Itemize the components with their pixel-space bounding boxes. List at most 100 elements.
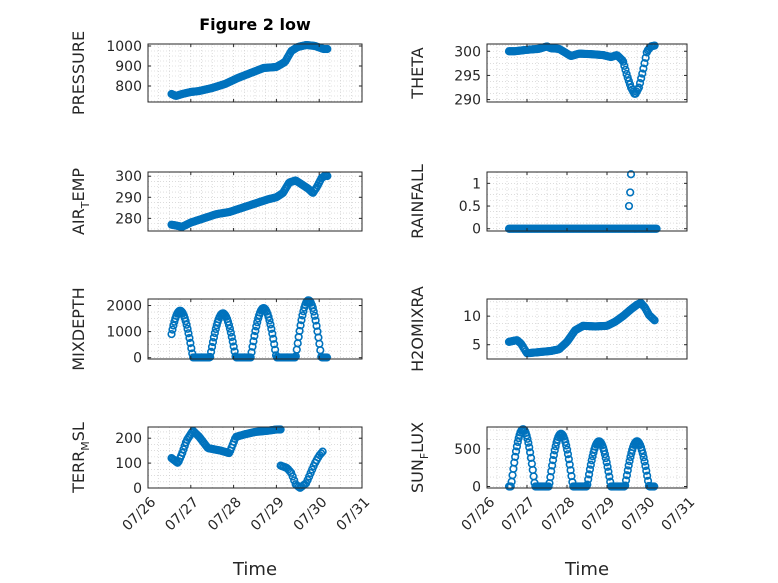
data-point <box>187 344 196 353</box>
data-point <box>637 446 646 455</box>
x-tick-label: 07/31 <box>333 494 373 534</box>
data-point <box>186 338 195 348</box>
data-point <box>563 450 573 459</box>
data-point <box>225 324 235 333</box>
data-point <box>562 441 571 450</box>
data-point <box>603 462 612 471</box>
data-point <box>638 449 647 458</box>
data-point <box>626 170 636 179</box>
data-point <box>251 326 260 336</box>
data-point <box>586 460 595 469</box>
y-tick-label: 1000 <box>106 39 142 55</box>
y-tick-label: 900 <box>115 59 142 75</box>
y-tick-label: 1 <box>472 176 481 192</box>
data-point <box>511 447 521 456</box>
y-tick-label: 200 <box>115 431 142 447</box>
data-point <box>323 171 332 181</box>
y-tick-label: 100 <box>115 456 142 472</box>
data-point <box>619 57 628 66</box>
data-point <box>635 79 645 88</box>
x-tick-label: 07/29 <box>248 494 288 534</box>
y-tick-label: 0 <box>133 351 142 367</box>
y-tick-label: 280 <box>115 211 142 227</box>
axes-box <box>486 298 688 360</box>
data-point <box>298 311 307 320</box>
data-point <box>601 453 610 463</box>
y-tick-label: 290 <box>454 93 481 109</box>
subplot-6: 5 10 H2OMIXRA <box>408 286 688 372</box>
data-point <box>227 332 236 342</box>
data-point <box>249 337 258 346</box>
data-point <box>599 446 609 455</box>
data-point <box>297 316 306 325</box>
y-axis-label: H2OMIXRA <box>408 286 427 372</box>
data-point <box>620 61 629 70</box>
x-tick-label: 07/26 <box>119 494 159 534</box>
y-tick-label: 0 <box>472 222 481 238</box>
data-point <box>526 448 535 457</box>
data-point <box>643 471 652 480</box>
data-point <box>622 471 632 480</box>
data-point <box>587 456 596 465</box>
data-point <box>268 329 277 338</box>
x-tick-label: 07/28 <box>205 494 245 534</box>
data-point <box>512 442 522 451</box>
data-point <box>269 334 278 343</box>
y-tick-label: 5 <box>472 338 481 354</box>
axes-box <box>147 43 363 103</box>
data-point <box>621 476 631 485</box>
data-point <box>323 44 332 54</box>
data-point <box>248 342 257 351</box>
data-point <box>641 461 650 471</box>
data-point <box>322 353 332 362</box>
axes-box <box>486 171 688 232</box>
x-tick-label: 07/29 <box>578 494 618 534</box>
data-point <box>564 455 573 464</box>
data-point <box>224 320 234 330</box>
y-tick-label: 10 <box>463 309 481 325</box>
data-point <box>585 465 595 474</box>
y-tick-label: 0 <box>472 479 481 495</box>
data-point <box>623 466 632 475</box>
data-point <box>209 333 219 342</box>
data-point <box>247 348 256 357</box>
chart-title: Figure 2 low <box>199 15 311 34</box>
data-point <box>271 345 280 354</box>
y-axis-label: AIRTEMP <box>69 168 92 235</box>
data-point <box>296 321 305 330</box>
data-point <box>295 326 304 336</box>
data-point <box>640 59 649 68</box>
y-axis-label: PRESSURE <box>69 31 88 115</box>
data-point <box>584 470 594 479</box>
data-point <box>549 450 558 460</box>
data-point <box>522 431 531 440</box>
x-tick-label: 07/27 <box>498 494 538 534</box>
data-point <box>288 472 297 481</box>
axes-box <box>486 43 688 103</box>
x-tick-label: 07/31 <box>658 494 698 534</box>
data-point <box>634 83 644 92</box>
data-point <box>184 329 193 338</box>
data-point <box>183 324 192 333</box>
data-point <box>309 307 318 316</box>
data-point <box>652 224 661 233</box>
data-point <box>638 69 647 78</box>
data-point <box>266 320 275 329</box>
data-point <box>604 467 613 476</box>
x-axis-label: Time <box>564 559 609 580</box>
data-point <box>550 446 559 455</box>
data-point <box>621 481 630 490</box>
data-point <box>318 447 327 456</box>
data-point <box>621 65 630 75</box>
subplot-5: 0 1000 2000 MIXDEPTH <box>69 287 363 371</box>
data-point <box>622 69 631 79</box>
y-tick-label: 0.5 <box>459 199 481 215</box>
data-point <box>639 453 648 462</box>
data-point <box>639 64 648 73</box>
data-point <box>265 316 274 325</box>
data-point <box>506 482 515 491</box>
data-point <box>605 472 614 481</box>
data-point <box>624 461 633 470</box>
x-tick-label: 07/26 <box>458 494 498 534</box>
data-point <box>311 316 320 325</box>
